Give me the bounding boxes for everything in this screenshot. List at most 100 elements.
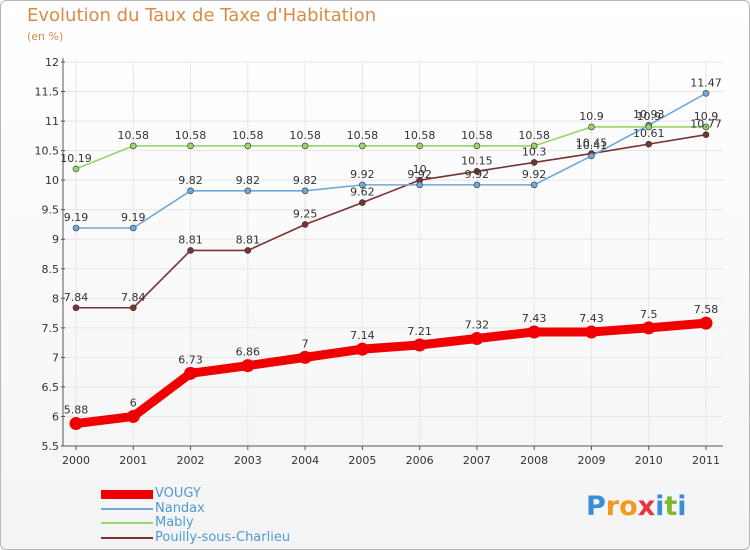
data-label: 9.92 bbox=[350, 168, 375, 181]
y-tick-label: 8 bbox=[52, 292, 59, 305]
data-point bbox=[416, 142, 423, 150]
legend-item: Mably bbox=[101, 516, 290, 531]
x-tick-label: 2004 bbox=[291, 454, 319, 467]
data-label: 9.19 bbox=[64, 211, 89, 224]
series-line-nandax bbox=[75, 92, 707, 229]
logo-letter: t bbox=[664, 491, 678, 522]
data-label: 10.58 bbox=[518, 129, 550, 142]
data-label: 7.58 bbox=[694, 303, 719, 316]
legend: VOUGY Nandax Mably Pouilly-sous-Charlieu bbox=[101, 487, 290, 545]
data-point bbox=[129, 304, 137, 312]
data-point bbox=[527, 325, 541, 339]
data-label: 7.14 bbox=[350, 329, 375, 342]
data-point bbox=[129, 142, 137, 150]
legend-item: Nandax bbox=[101, 500, 290, 517]
data-point bbox=[187, 187, 194, 195]
data-point bbox=[588, 152, 595, 160]
data-label: 9.82 bbox=[178, 174, 203, 187]
data-point bbox=[416, 181, 423, 189]
y-tick-label: 9 bbox=[52, 233, 59, 246]
data-point bbox=[584, 325, 598, 339]
data-label: 9.82 bbox=[293, 174, 318, 187]
legend-swatch bbox=[101, 489, 153, 499]
data-label: 6.73 bbox=[178, 353, 203, 366]
data-label: 10 bbox=[413, 163, 427, 176]
data-label: 7.5 bbox=[640, 308, 658, 321]
y-tick-label: 10.5 bbox=[35, 145, 60, 158]
data-label: 10.15 bbox=[461, 154, 493, 167]
data-point bbox=[69, 417, 83, 431]
x-tick-label: 2000 bbox=[62, 454, 90, 467]
series-line-vougy bbox=[71, 318, 711, 429]
data-label: 9.25 bbox=[293, 207, 318, 220]
y-tick-label: 7.5 bbox=[42, 322, 60, 335]
x-tick-label: 2002 bbox=[177, 454, 205, 467]
legend-swatch bbox=[101, 522, 153, 525]
y-tick-label: 8.5 bbox=[42, 263, 60, 276]
data-point bbox=[702, 90, 710, 97]
proxiti-logo: Proxiti bbox=[586, 491, 687, 522]
data-label: 7 bbox=[302, 337, 309, 350]
data-label: 10.61 bbox=[633, 127, 665, 140]
data-label: 10.58 bbox=[118, 129, 150, 142]
data-label: 9.92 bbox=[522, 168, 547, 181]
legend-swatch bbox=[101, 536, 153, 539]
legend-item: VOUGY bbox=[101, 487, 290, 502]
logo-letter: x bbox=[637, 491, 656, 522]
data-label: 10.45 bbox=[576, 137, 608, 150]
data-point bbox=[473, 181, 481, 189]
data-label: 10.58 bbox=[289, 129, 321, 142]
data-point bbox=[473, 142, 481, 150]
data-point bbox=[129, 224, 137, 232]
data-point bbox=[359, 142, 366, 150]
data-point bbox=[184, 366, 198, 380]
data-point bbox=[301, 187, 309, 195]
data-label: 10.58 bbox=[175, 129, 207, 142]
data-point bbox=[301, 142, 309, 150]
data-label: 10.58 bbox=[404, 129, 436, 142]
y-tick-label: 9.5 bbox=[42, 204, 60, 217]
legend-swatch bbox=[101, 507, 153, 510]
data-label: 10.77 bbox=[690, 118, 722, 131]
y-tick-label: 11.5 bbox=[35, 86, 60, 99]
series-line-mably bbox=[75, 126, 707, 170]
legend-label: Nandax bbox=[155, 500, 205, 516]
data-label: 6 bbox=[130, 396, 137, 409]
data-point bbox=[355, 342, 369, 356]
x-tick-label: 2005 bbox=[348, 454, 376, 467]
x-tick-label: 2010 bbox=[635, 454, 663, 467]
series-line-pouilly-sous-charlieu bbox=[75, 133, 707, 309]
data-point bbox=[126, 409, 140, 423]
data-point bbox=[702, 131, 710, 138]
x-tick-label: 2006 bbox=[406, 454, 434, 467]
data-label: 7.84 bbox=[64, 291, 89, 304]
data-label: 10.58 bbox=[232, 129, 264, 142]
data-point bbox=[699, 316, 713, 330]
data-point bbox=[187, 247, 194, 254]
legend-item: Pouilly-sous-Charlieu bbox=[101, 530, 290, 546]
y-tick-label: 6.5 bbox=[42, 381, 60, 394]
data-label: 10.93 bbox=[633, 108, 665, 121]
x-tick-label: 2011 bbox=[692, 454, 720, 467]
data-label: 10.58 bbox=[347, 129, 379, 142]
data-label: 7.43 bbox=[579, 312, 604, 325]
data-point bbox=[244, 187, 252, 195]
y-tick-label: 11 bbox=[45, 115, 59, 128]
legend-label: VOUGY bbox=[155, 486, 201, 502]
data-label: 9.19 bbox=[121, 211, 146, 224]
data-label: 9.92 bbox=[407, 168, 432, 181]
data-point bbox=[642, 321, 656, 335]
logo-letter: i bbox=[677, 491, 687, 522]
data-point bbox=[470, 331, 484, 345]
data-label: 9.62 bbox=[350, 186, 375, 199]
data-point bbox=[530, 142, 538, 150]
data-point bbox=[588, 123, 595, 131]
data-label: 10.9 bbox=[579, 110, 604, 123]
data-label: 7.43 bbox=[522, 312, 547, 325]
data-point bbox=[413, 338, 427, 352]
logo-letter: o bbox=[619, 491, 638, 522]
data-label: 10.19 bbox=[60, 152, 92, 165]
data-point bbox=[72, 304, 80, 312]
x-tick-label: 2008 bbox=[520, 454, 548, 467]
